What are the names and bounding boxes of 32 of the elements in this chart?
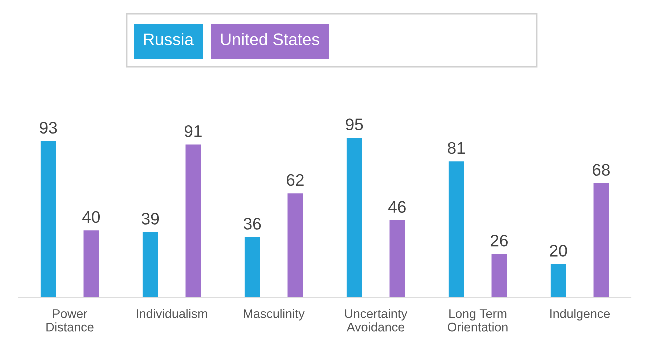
data-label: 81 <box>448 142 466 154</box>
x-tick-label: Uncertainty Avoidance <box>345 309 408 332</box>
bar <box>84 230 100 298</box>
bar <box>448 162 464 298</box>
data-label: 93 <box>40 122 58 134</box>
bar <box>40 141 56 298</box>
bar <box>244 237 260 298</box>
data-label: 95 <box>346 118 364 131</box>
x-tick-label: Masculinity <box>244 309 305 321</box>
bar <box>346 138 362 298</box>
data-label: 26 <box>490 234 508 247</box>
text: Russia <box>144 33 194 46</box>
data-label: 39 <box>142 213 160 225</box>
bar <box>492 254 508 298</box>
bar <box>142 232 158 298</box>
x-tick-label: Power Distance <box>46 310 94 332</box>
data-label: 20 <box>550 245 568 257</box>
data-label: 91 <box>184 125 202 138</box>
bar <box>288 194 304 298</box>
data-label: 36 <box>244 218 262 230</box>
bar <box>550 264 566 298</box>
bar <box>594 183 610 298</box>
x-tick-label: Indulgence <box>550 309 610 321</box>
x-tick-label: Individualism <box>137 309 208 318</box>
x-tick-label: Long Term Orientation <box>448 310 508 332</box>
data-label: 46 <box>388 201 406 214</box>
data-label: 68 <box>593 164 610 176</box>
text: United States <box>221 33 320 46</box>
bar <box>390 220 406 298</box>
data-label: 40 <box>82 211 100 224</box>
bar <box>186 144 202 298</box>
data-label: 62 <box>287 174 304 186</box>
